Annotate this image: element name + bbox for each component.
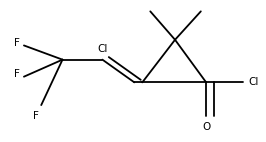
Text: O: O (202, 122, 210, 132)
Text: F: F (33, 111, 39, 121)
Text: Cl: Cl (97, 44, 108, 54)
Text: Cl: Cl (249, 77, 259, 87)
Text: F: F (14, 69, 20, 79)
Text: F: F (14, 38, 20, 48)
